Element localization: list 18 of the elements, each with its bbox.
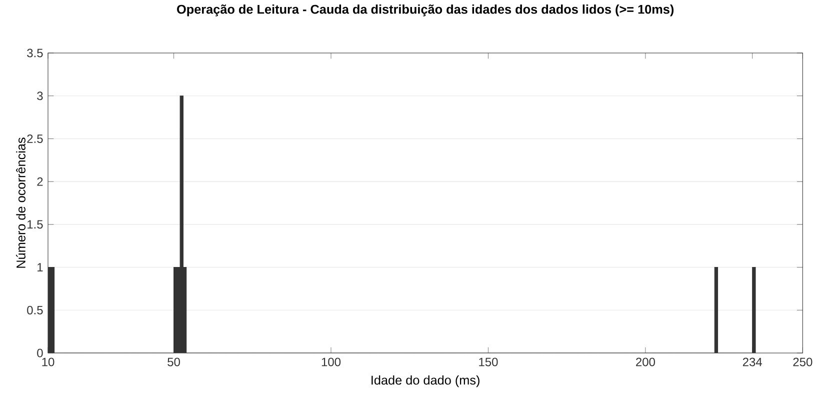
y-axis-title: Número de ocorrências — [16, 138, 26, 268]
y-tick-label: 0.5 — [27, 306, 43, 314]
y-tick-label: 2 — [37, 177, 43, 186]
x-tick-label: 50 — [168, 358, 180, 366]
x-axis-title: Idade do dado (ms) — [372, 375, 480, 388]
x-tick-label: 234 — [742, 358, 762, 366]
x-tick-label: 250 — [793, 358, 812, 366]
y-tick-label: 1 — [38, 263, 43, 272]
y-tick-label: 3 — [37, 92, 43, 100]
y-tick-label: 3.5 — [27, 48, 43, 58]
x-tick-label: 200 — [636, 358, 655, 366]
y-tick-label: 0 — [37, 348, 43, 358]
x-tick-label: 150 — [479, 358, 498, 366]
y-tick-label: 1.5 — [28, 220, 43, 229]
chart-title: Operação de Leitura - Cauda da distribuição das idades dos dados lidos (>= 10ms) — [177, 4, 674, 16]
x-tick-label: 10 — [42, 358, 54, 366]
y-tick-label: 2.5 — [27, 134, 43, 143]
x-tick-label: 100 — [322, 358, 341, 366]
